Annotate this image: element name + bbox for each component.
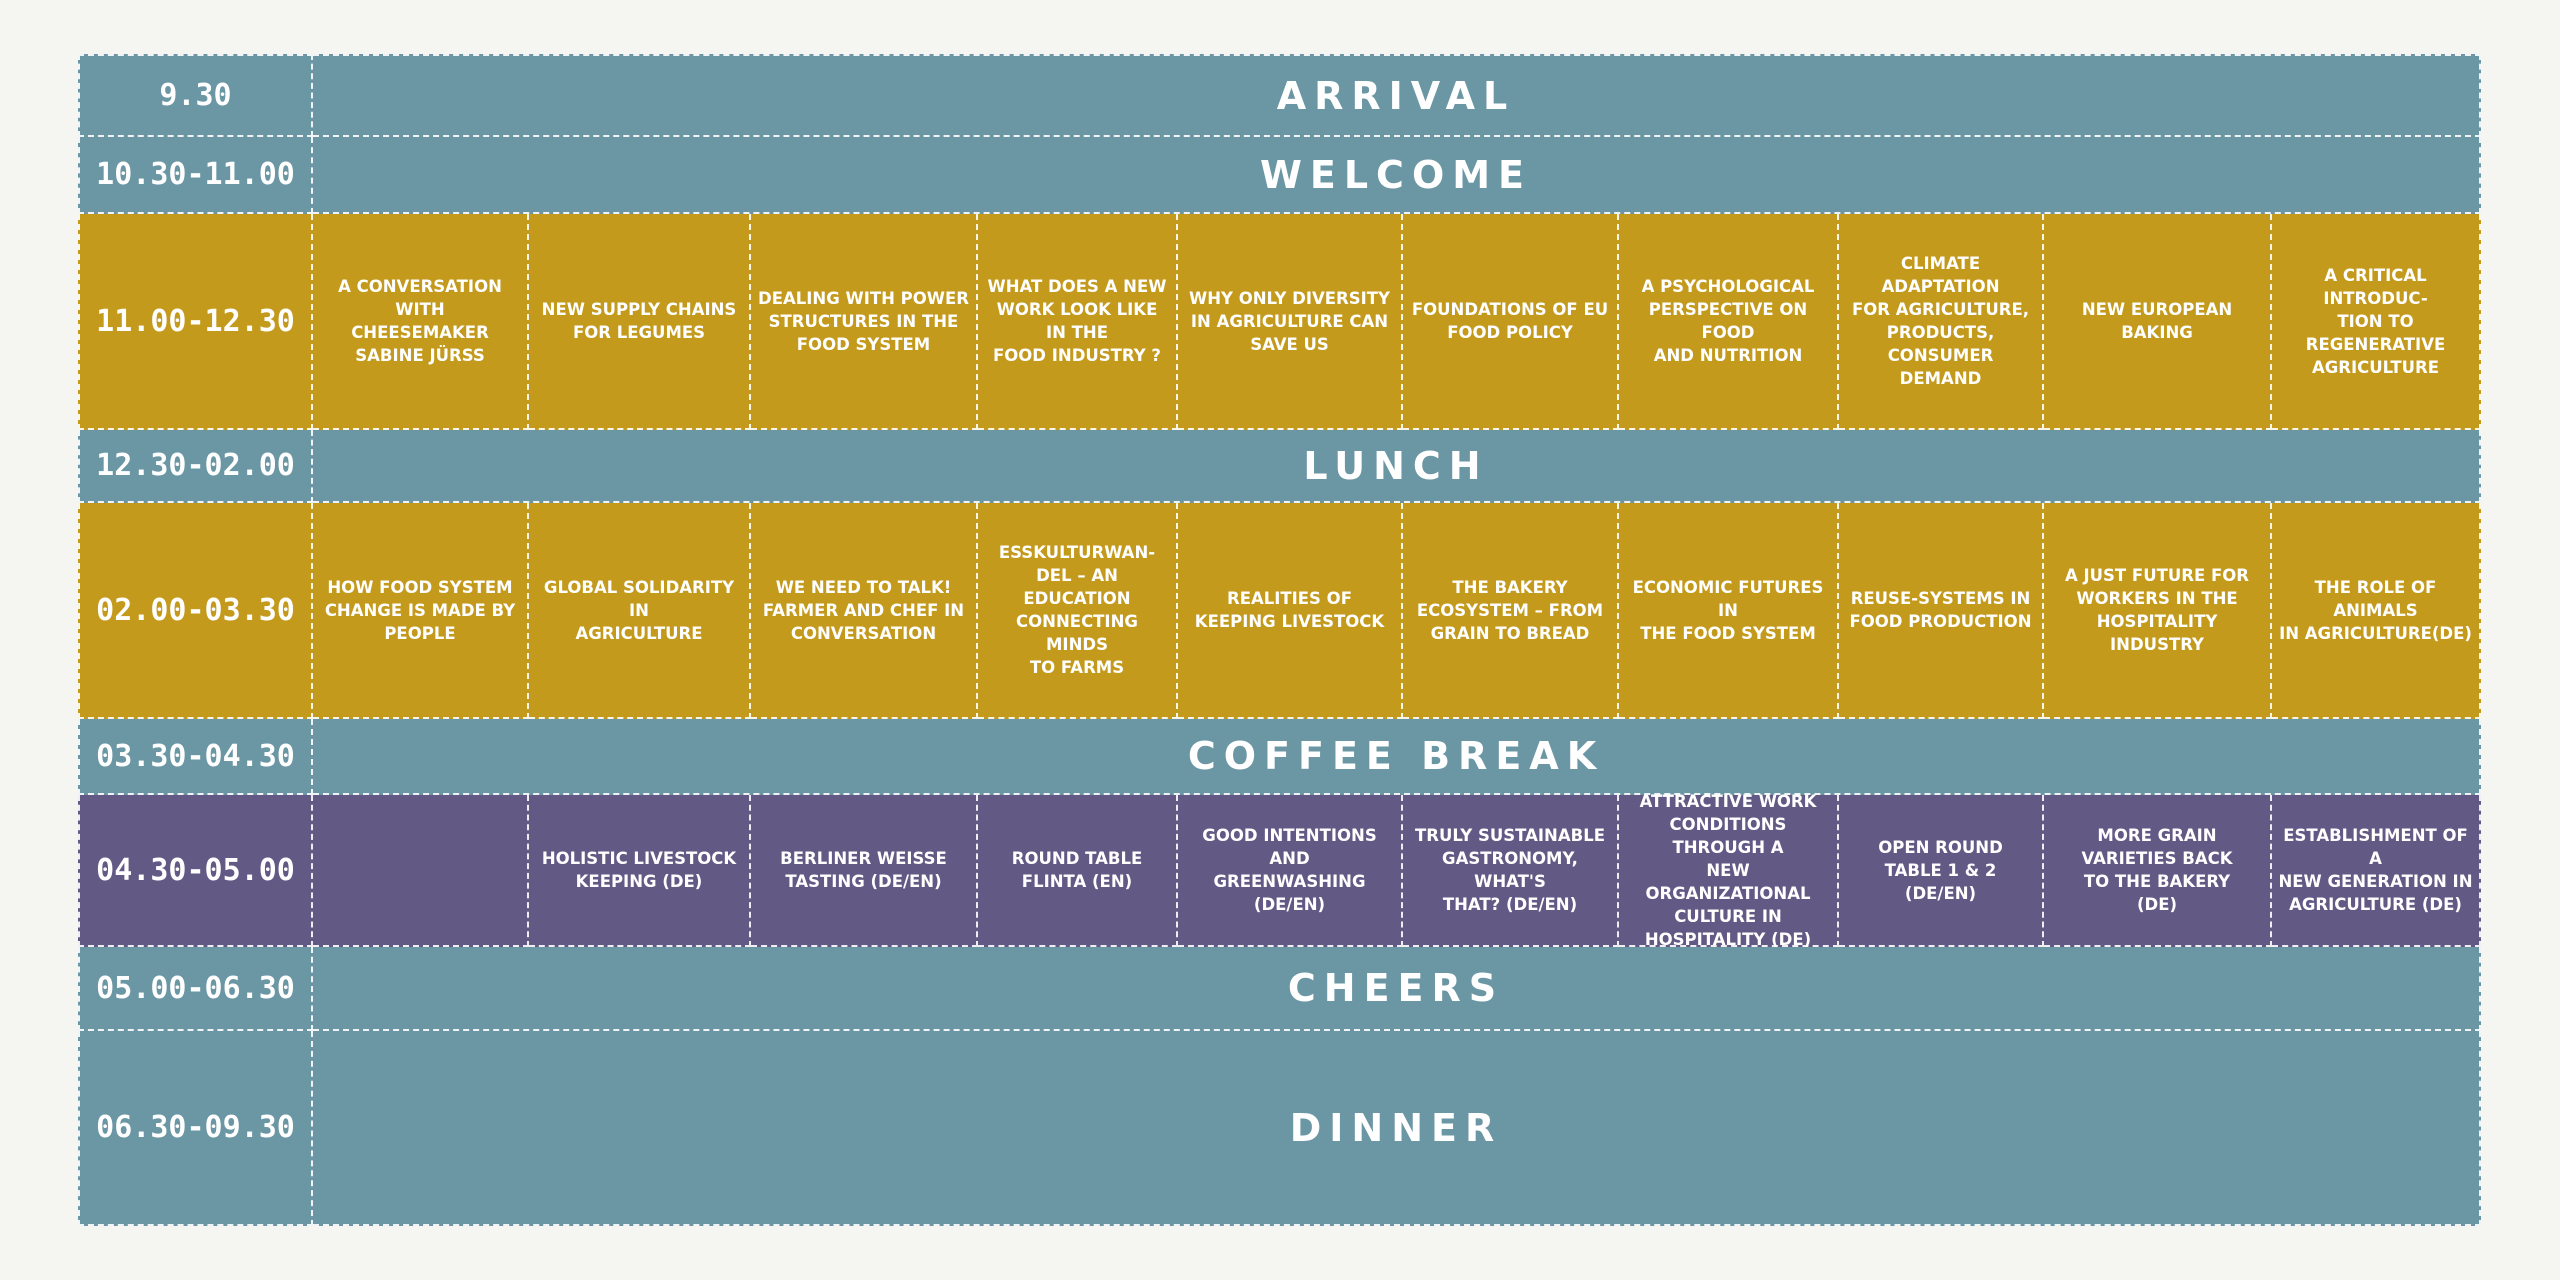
session-card[interactable]: GOOD INTENTIONS AND GREENWASHING (DE/EN)	[1178, 795, 1403, 947]
session-card[interactable]: OPEN ROUND TABLE 1 & 2 (DE/EN)	[1839, 795, 2044, 947]
time-cheers: 05.00-06.30	[78, 947, 313, 1031]
time-block1: 11.00-12.30	[78, 214, 313, 430]
schedule-grid: 9.30 ARRIVAL 10.30-11.00 WELCOME 11.00-1…	[78, 54, 2481, 1226]
time-arrival: 9.30	[78, 54, 313, 137]
banner-welcome: WELCOME	[313, 137, 2481, 214]
empty-session-slot	[313, 795, 529, 947]
banner-coffee-break: COFFEE BREAK	[313, 719, 2481, 795]
time-dinner: 06.30-09.30	[78, 1031, 313, 1226]
banner-cheers: CHEERS	[313, 947, 2481, 1031]
session-card[interactable]: NEW EUROPEAN BAKING	[2044, 214, 2272, 430]
time-coffee-break: 03.30-04.30	[78, 719, 313, 795]
banner-lunch: LUNCH	[313, 430, 2481, 503]
session-card[interactable]: THE ROLE OF ANIMALS IN AGRICULTURE(DE)	[2272, 503, 2481, 719]
session-card[interactable]: DEALING WITH POWER STRUCTURES IN THE FOO…	[751, 214, 978, 430]
time-lunch: 12.30-02.00	[78, 430, 313, 503]
session-card[interactable]: WHY ONLY DIVERSITY IN AGRICULTURE CAN SA…	[1178, 214, 1403, 430]
session-card[interactable]: THE BAKERY ECOSYSTEM – FROM GRAIN TO BRE…	[1403, 503, 1619, 719]
session-card[interactable]: MORE GRAIN VARIETIES BACK TO THE BAKERY …	[2044, 795, 2272, 947]
session-card[interactable]: A JUST FUTURE FOR WORKERS IN THE HOSPITA…	[2044, 503, 2272, 719]
session-card[interactable]: ECONOMIC FUTURES IN THE FOOD SYSTEM	[1619, 503, 1839, 719]
session-card[interactable]: WHAT DOES A NEW WORK LOOK LIKE IN THE FO…	[978, 214, 1178, 430]
time-welcome: 10.30-11.00	[78, 137, 313, 214]
session-card[interactable]: FOUNDATIONS OF EU FOOD POLICY	[1403, 214, 1619, 430]
session-card[interactable]: TRULY SUSTAINABLE GASTRONOMY, WHAT'S THA…	[1403, 795, 1619, 947]
session-card[interactable]: ESTABLISHMENT OF A NEW GENERATION IN AGR…	[2272, 795, 2481, 947]
session-card[interactable]: CLIMATE ADAPTATION FOR AGRICULTURE, PROD…	[1839, 214, 2044, 430]
session-card[interactable]: BERLINER WEISSE TASTING (DE/EN)	[751, 795, 978, 947]
session-card[interactable]: GLOBAL SOLIDARITY IN AGRICULTURE	[529, 503, 751, 719]
session-card[interactable]: NEW SUPPLY CHAINS FOR LEGUMES	[529, 214, 751, 430]
session-card[interactable]: REALITIES OF KEEPING LIVESTOCK	[1178, 503, 1403, 719]
session-card[interactable]: REUSE-SYSTEMS IN FOOD PRODUCTION	[1839, 503, 2044, 719]
time-block3: 04.30-05.00	[78, 795, 313, 947]
session-card[interactable]: HOLISTIC LIVESTOCK KEEPING (DE)	[529, 795, 751, 947]
banner-arrival: ARRIVAL	[313, 54, 2481, 137]
session-card[interactable]: ATTRACTIVE WORK CONDITIONS THROUGH A NEW…	[1619, 792, 1839, 949]
session-card[interactable]: A CRITICAL INTRODUC- TION TO REGENERATIV…	[2272, 214, 2481, 430]
session-card[interactable]: WE NEED TO TALK! FARMER AND CHEF IN CONV…	[751, 503, 978, 719]
session-card[interactable]: ESSKULTURWAN- DEL – AN EDUCATION CONNECT…	[978, 503, 1178, 719]
session-card[interactable]: ROUND TABLE FLINTA (EN)	[978, 795, 1178, 947]
time-block2: 02.00-03.30	[78, 503, 313, 719]
banner-dinner: DINNER	[313, 1031, 2481, 1226]
session-card[interactable]: A CONVERSATION WITH CHEESEMAKER SABINE J…	[313, 214, 529, 430]
session-card[interactable]: A PSYCHOLOGICAL PERSPECTIVE ON FOOD AND …	[1619, 214, 1839, 430]
session-card[interactable]: HOW FOOD SYSTEM CHANGE IS MADE BY PEOPLE	[313, 503, 529, 719]
